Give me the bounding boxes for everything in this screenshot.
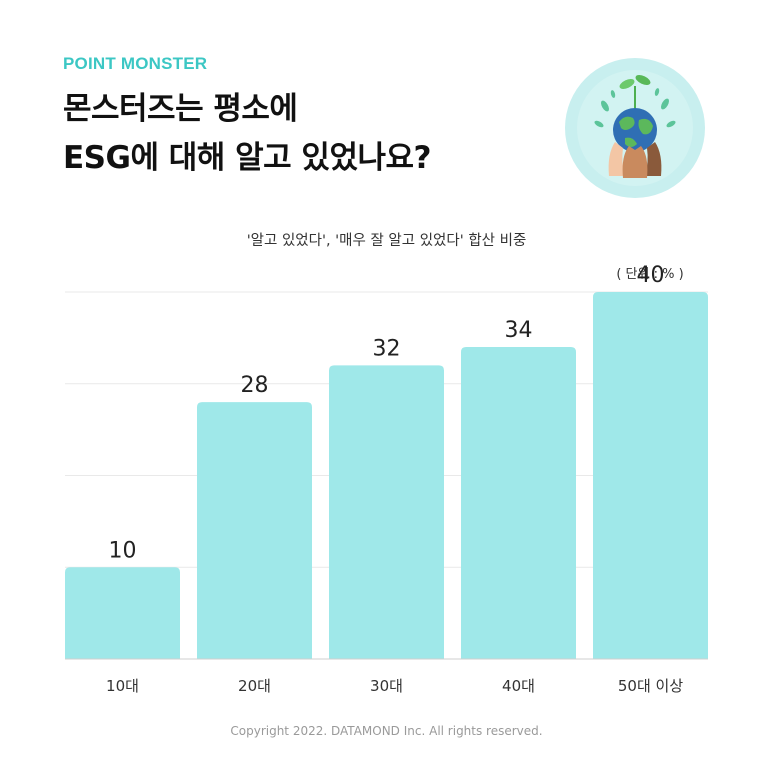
data-label-2: 32: [373, 336, 401, 361]
category-label-0: 10대: [106, 677, 139, 695]
earth-in-hands-illustration: [565, 58, 705, 198]
bar-3: [461, 347, 576, 659]
chart-title: '알고 있었다', '매우 잘 알고 있었다' 합산 비중: [246, 233, 527, 249]
copyright-text: Copyright 2022. DATAMOND Inc. All rights…: [230, 724, 543, 738]
bar-4: [593, 292, 708, 659]
bar-0: [65, 567, 180, 659]
data-label-1: 28: [241, 373, 269, 398]
category-label-3: 40대: [502, 677, 535, 695]
unit-label: ( 단위 : % ): [616, 267, 684, 282]
category-label-1: 20대: [238, 677, 271, 695]
bar-1: [197, 402, 312, 659]
brand-logo: POINT MONSTER: [63, 54, 208, 73]
page-title: 몬스터즈는 평소에 ESG에 대해 알고 있었나요?: [63, 85, 432, 183]
bar-2: [329, 365, 444, 659]
headline-line-2: ESG에 대해 알고 있었나요?: [63, 140, 432, 176]
headline-line-1: 몬스터즈는 평소에: [63, 91, 298, 127]
data-label-4: 40: [637, 263, 665, 288]
data-label-3: 34: [505, 318, 533, 343]
category-label-4: 50대 이상: [618, 677, 683, 695]
category-label-2: 30대: [370, 677, 403, 695]
data-label-0: 10: [109, 538, 137, 563]
